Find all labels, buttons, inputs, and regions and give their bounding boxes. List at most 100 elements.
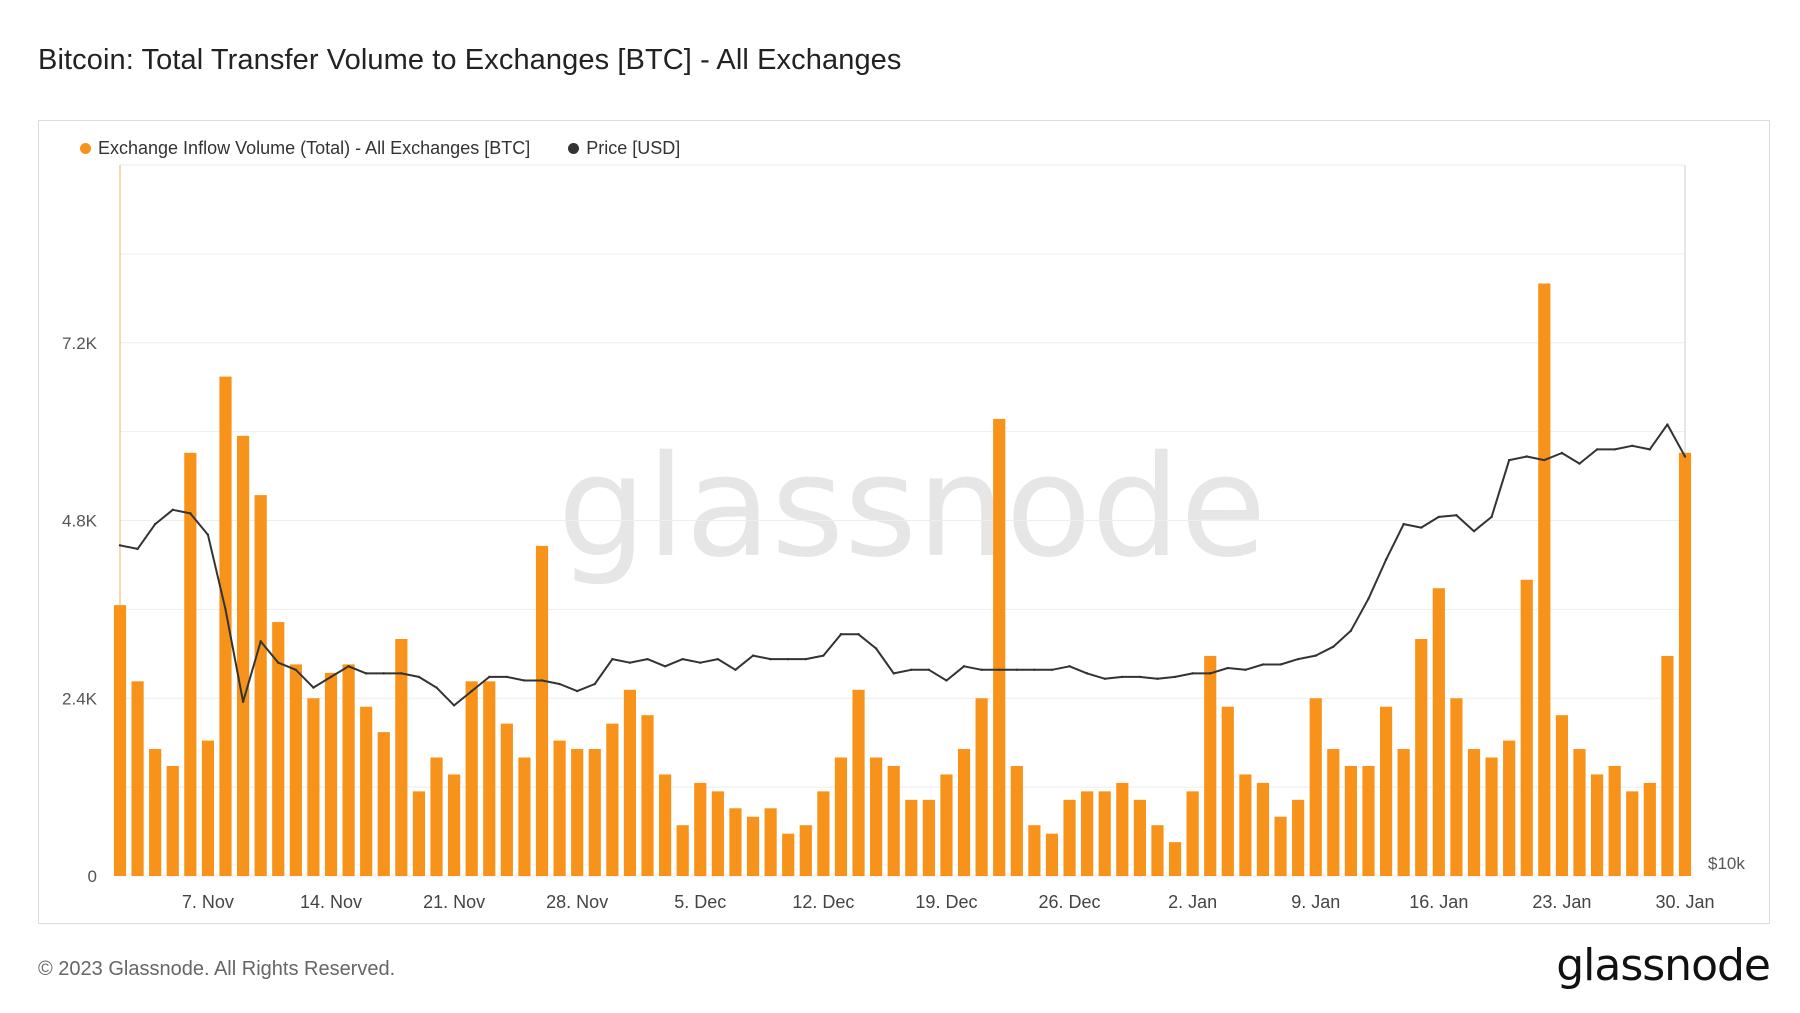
- price-point: [1437, 515, 1441, 519]
- inflow-bar: [535, 545, 549, 876]
- price-point: [1244, 668, 1247, 672]
- y-tick-label: 0: [88, 867, 97, 886]
- inflow-bar: [975, 698, 988, 876]
- inflow-bar: [1538, 283, 1551, 876]
- inflow-bar: [324, 672, 338, 876]
- price-point: [1209, 672, 1212, 675]
- inflow-bar: [1344, 765, 1357, 876]
- price-point: [857, 633, 860, 636]
- inflow-bar: [377, 732, 390, 876]
- inflow-bar: [1204, 655, 1217, 876]
- chart-title: Bitcoin: Total Transfer Volume to Exchan…: [38, 44, 902, 76]
- price-point: [540, 679, 544, 682]
- price-point: [575, 689, 579, 693]
- price-point: [874, 647, 878, 650]
- inflow-bar: [834, 757, 848, 876]
- inflow-bar: [711, 791, 724, 876]
- price-point: [998, 668, 1001, 672]
- x-tick-label: 23. Jan: [1532, 892, 1591, 912]
- price-point: [118, 544, 122, 547]
- price-point: [646, 657, 649, 661]
- inflow-bar: [360, 706, 373, 876]
- price-point: [1191, 672, 1194, 675]
- price-point: [505, 675, 509, 679]
- price-point: [1613, 448, 1616, 451]
- price-point: [241, 700, 245, 704]
- glassnode-logo: glassnode: [1556, 940, 1771, 991]
- inflow-bar: [1415, 639, 1428, 876]
- inflow-bar: [641, 715, 654, 876]
- legend-marker-inflow: [80, 143, 91, 154]
- inflow-bar: [465, 681, 478, 876]
- price-point: [1683, 455, 1687, 458]
- inflow-bar: [1503, 740, 1516, 876]
- price-point: [839, 633, 843, 636]
- legend-label-inflow: Exchange Inflow Volume (Total) - All Exc…: [98, 138, 531, 158]
- inflow-bar: [993, 418, 1006, 876]
- price-point: [558, 682, 561, 686]
- price-point: [628, 661, 632, 664]
- inflow-bar: [659, 774, 672, 876]
- inflow-bar: [1010, 765, 1023, 876]
- price-point: [1578, 462, 1581, 465]
- y-tick-label: 2.4K: [62, 689, 98, 708]
- x-tick-label: 16. Jan: [1409, 892, 1468, 912]
- inflow-bar: [395, 639, 408, 876]
- price-point: [804, 657, 807, 661]
- inflow-bar: [606, 723, 619, 876]
- inflow-bar: [237, 435, 250, 876]
- y-tick-label: 7.2K: [62, 334, 98, 353]
- x-tick-label: 5. Dec: [674, 892, 726, 912]
- inflow-bar: [817, 791, 830, 876]
- x-tick-label: 14. Nov: [300, 892, 362, 912]
- x-tick-label: 7. Nov: [182, 892, 234, 912]
- price-point: [347, 665, 350, 668]
- inflow-bar: [782, 833, 795, 876]
- price-point: [400, 672, 403, 675]
- price-point: [1085, 672, 1089, 675]
- price-point: [962, 665, 966, 668]
- price-point: [364, 672, 368, 675]
- price-point: [470, 689, 473, 693]
- price-point: [1121, 675, 1124, 679]
- legend-item-inflow[interactable]: Exchange Inflow Volume (Total) - All Exc…: [80, 138, 530, 159]
- inflow-bar: [1573, 749, 1586, 876]
- inflow-bar: [219, 376, 232, 876]
- inflow-bar: [166, 765, 179, 876]
- price-point: [1595, 448, 1599, 451]
- price-point: [945, 679, 948, 682]
- price-point: [1332, 645, 1335, 648]
- price-point: [611, 657, 614, 661]
- x-tick-label: 28. Nov: [546, 892, 608, 912]
- inflow-bar: [1081, 791, 1094, 876]
- price-point: [1156, 677, 1159, 680]
- inflow-bar: [1379, 706, 1393, 876]
- price-point: [488, 675, 491, 679]
- price-point: [206, 533, 210, 536]
- inflow-bar: [307, 698, 320, 876]
- inflow-bar: [553, 740, 566, 876]
- inflow-bar: [940, 774, 953, 876]
- inflow-bar: [1309, 698, 1322, 876]
- inflow-bar: [342, 664, 355, 876]
- inflow-bar: [957, 749, 971, 876]
- x-tick-label: 2. Jan: [1168, 892, 1217, 912]
- price-point: [1314, 654, 1317, 657]
- price-point: [663, 665, 667, 668]
- inflow-bar: [870, 757, 883, 876]
- price-point: [171, 508, 174, 512]
- inflow-bar: [799, 825, 812, 876]
- inflow-bar: [1485, 757, 1498, 876]
- price-point: [294, 668, 298, 672]
- inflow-bar: [1450, 698, 1463, 876]
- inflow-bar: [430, 757, 443, 876]
- price-point: [1296, 657, 1300, 661]
- inflow-bar: [852, 689, 865, 876]
- x-tick-label: 30. Jan: [1655, 892, 1714, 912]
- inflow-bar: [887, 765, 900, 876]
- legend-item-price[interactable]: Price [USD]: [568, 138, 680, 159]
- inflow-bar: [1590, 774, 1604, 876]
- price-point: [1543, 458, 1546, 462]
- price-point: [189, 512, 192, 515]
